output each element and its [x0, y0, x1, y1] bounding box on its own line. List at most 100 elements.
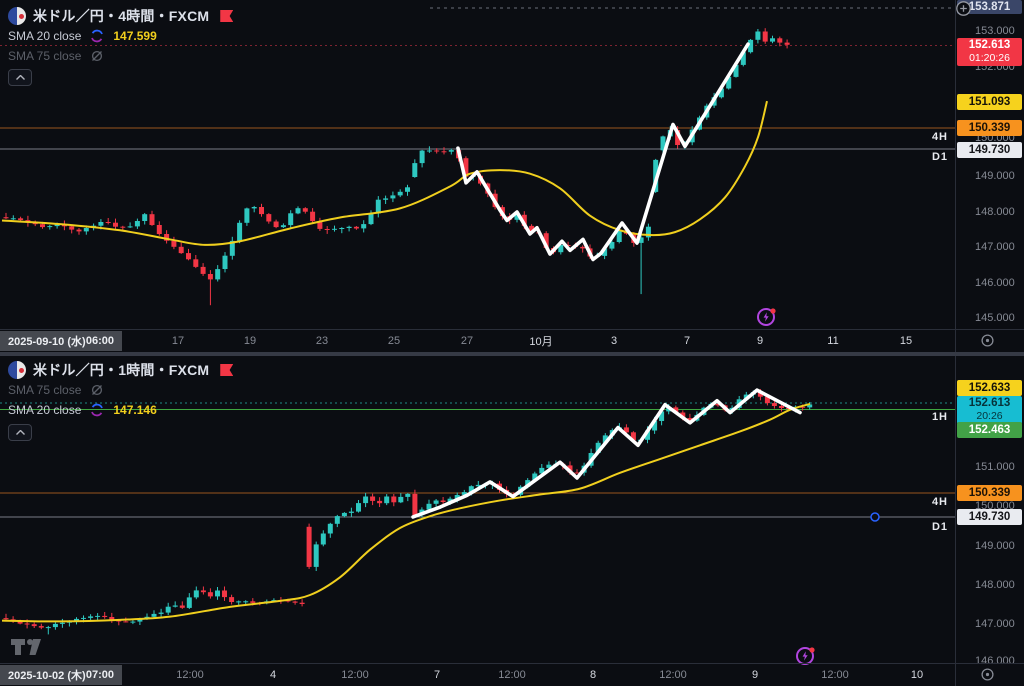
time-tick-25: 25 [387, 335, 401, 347]
indicator-legend-4h: SMA 20 close 147.599 SMA 75 close [8, 26, 233, 66]
time-tick-9: 9 [751, 669, 759, 681]
time-tick-1200: 12:00 [659, 669, 687, 681]
timeframe-tag-d1: D1 [931, 151, 948, 163]
crosshair-date-box: 2025-10-02 (木) 07:00 [0, 665, 122, 685]
indicator-value: 147.146 [113, 403, 157, 417]
indicator-row-sma-20-close[interactable]: SMA 20 close 147.146 [8, 400, 233, 420]
price-tick-147.000: 147.000 [975, 618, 1015, 630]
indicator-value: 147.599 [113, 29, 157, 43]
price-label-alert[interactable]: 153.871 [957, 0, 1022, 14]
chart-title-1h[interactable]: 米ドル／円・1時間・FXCM [33, 362, 210, 378]
candlestick-series [3, 28, 790, 306]
indicator-label: SMA 20 close [8, 29, 82, 43]
time-tick-27: 27 [460, 335, 474, 347]
crosshair-time: 06:00 [85, 335, 114, 347]
price-tick-149.000: 149.000 [975, 170, 1015, 182]
price-label-1h-level[interactable]: 152.463 [957, 422, 1022, 438]
price-tick-145.000: 145.000 [975, 312, 1015, 324]
sma20-line [1, 100, 768, 246]
time-tick-1200: 12:00 [498, 669, 526, 681]
crosshair-date: 2025-10-02 (木) [8, 670, 86, 682]
countdown-timer: 01:20:26 [969, 52, 1010, 64]
panel-header-1h: 米ドル／円・1時間・FXCM SMA 75 close SMA 20 close 1… [8, 360, 234, 420]
candlestick-series [3, 389, 813, 635]
zigzag-overlay-line[interactable] [456, 42, 750, 262]
timeframe-tag-1h: 1H [931, 411, 948, 423]
price-label-d1-level[interactable]: 149.730 [957, 509, 1022, 525]
time-tick-7: 7 [683, 335, 691, 347]
timeframe-tag-4h: 4H [931, 496, 948, 508]
indicator-label: SMA 20 close [8, 403, 82, 417]
chart-canvas-4h[interactable] [0, 0, 955, 329]
indicator-row-sma-20-close[interactable]: SMA 20 close 147.599 [8, 26, 233, 46]
zigzag-overlay-line[interactable] [411, 388, 802, 519]
time-tick-19: 19 [243, 335, 257, 347]
time-tick-7: 7 [433, 669, 441, 681]
event-lightning-badge-1h[interactable] [795, 645, 817, 672]
price-tick-147.000: 147.000 [975, 241, 1015, 253]
indicator-sync-icon[interactable] [89, 402, 105, 418]
time-tick-15: 15 [899, 335, 913, 347]
panel-header-4h: 米ドル／円・4時間・FXCM SMA 20 close 147.599 SMA 75… [8, 6, 234, 66]
line-anchor-marker[interactable] [870, 512, 880, 522]
collapse-panel-button-1h[interactable] [8, 424, 32, 441]
price-tick-146.000: 146.000 [975, 277, 1015, 289]
countdown-timer: 20:26 [976, 410, 1003, 422]
timeframe-tag-d1: D1 [931, 521, 948, 533]
time-tick-4: 4 [269, 669, 277, 681]
crosshair-date-box: 2025-09-10 (水) 06:00 [0, 331, 122, 351]
time-tick-1200: 12:00 [821, 669, 849, 681]
time-tick-9: 9 [756, 335, 764, 347]
axis-settings-gear-icon[interactable] [980, 333, 995, 353]
price-tick-148.000: 148.000 [975, 579, 1015, 591]
price-tick-153.000: 153.000 [975, 25, 1015, 37]
tradingview-logo [10, 637, 44, 662]
price-label-last-price[interactable]: 152.613 20:26 [957, 396, 1022, 424]
time-tick-1200: 12:00 [176, 669, 204, 681]
price-label-4h-level[interactable]: 150.339 [957, 120, 1022, 136]
crosshair-time: 07:00 [85, 669, 114, 681]
indicator-label: SMA 75 close [8, 383, 82, 397]
collapse-panel-button-4h[interactable] [8, 69, 32, 86]
time-tick-11: 11 [827, 335, 839, 347]
price-axis-4h[interactable]: 153.000 152.000 150.000 149.000 148.000 147.0… [955, 0, 1024, 329]
event-lightning-badge-4h[interactable] [756, 306, 778, 333]
crosshair-date: 2025-09-10 (水) [8, 336, 86, 348]
time-tick-3: 3 [610, 335, 618, 347]
price-label-sma[interactable]: 152.633 [957, 380, 1022, 396]
price-label-sma[interactable]: 151.093 [957, 94, 1022, 110]
eye-hidden-icon[interactable] [89, 48, 105, 64]
price-tick-151.000: 151.000 [975, 461, 1015, 473]
bookmark-flag-icon[interactable] [220, 10, 234, 22]
alert-plus-icon[interactable] [955, 0, 972, 22]
price-tick-148.000: 148.000 [975, 206, 1015, 218]
price-axis-1h[interactable]: 151.000 150.000 149.000 148.000 147.000 146.0… [955, 357, 1024, 667]
usdjpy-pair-icon [8, 361, 26, 379]
usdjpy-pair-icon [8, 7, 26, 25]
indicator-row-sma-75-close[interactable]: SMA 75 close [8, 380, 233, 400]
time-axis-1h[interactable]: 2025-10-02 (木) 07:00 12:00 4 12:00 7 12:00 8 12:… [0, 664, 1024, 686]
time-tick-10: 10 [910, 669, 924, 681]
bookmark-flag-icon[interactable] [220, 364, 234, 376]
time-axis-4h[interactable]: 2025-09-10 (水) 06:00 17 19 23 25 27 10月 3 7 9 11 15 [0, 330, 1024, 352]
price-label-d1-level[interactable]: 149.730 [957, 142, 1022, 158]
time-tick-17: 17 [171, 335, 185, 347]
panel-splitter[interactable] [0, 352, 1024, 356]
eye-hidden-icon[interactable] [89, 382, 105, 398]
price-label-4h-level[interactable]: 150.339 [957, 485, 1022, 501]
indicator-legend-1h: SMA 75 close SMA 20 close 147.146 [8, 380, 233, 420]
time-tick-10月: 10月 [529, 336, 553, 348]
time-tick-1200: 12:00 [341, 669, 369, 681]
indicator-row-sma-75-close[interactable]: SMA 75 close [8, 46, 233, 66]
axis-settings-gear-icon[interactable] [980, 667, 995, 686]
time-tick-23: 23 [315, 335, 329, 347]
chart-title-4h[interactable]: 米ドル／円・4時間・FXCM [33, 8, 210, 24]
price-label-last-price[interactable]: 152.613 01:20:26 [957, 38, 1022, 66]
indicator-sync-icon[interactable] [89, 28, 105, 44]
time-tick-8: 8 [589, 669, 597, 681]
price-tick-146.000: 146.000 [975, 655, 1015, 667]
timeframe-tag-4h: 4H [931, 131, 948, 143]
sma20-line [1, 402, 811, 623]
chart-canvas-1h[interactable] [0, 357, 955, 663]
